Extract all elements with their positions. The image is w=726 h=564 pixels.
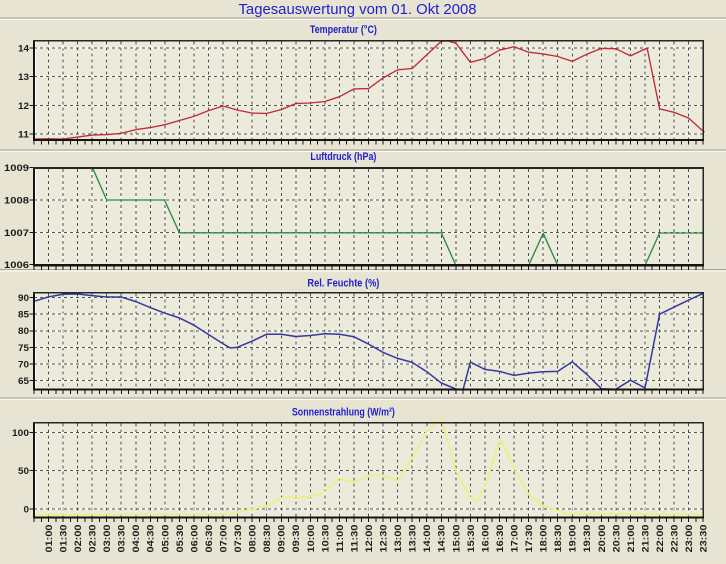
- svg-text:100: 100: [12, 428, 29, 439]
- svg-text:12:30: 12:30: [379, 525, 390, 553]
- svg-text:10:30: 10:30: [320, 525, 331, 553]
- svg-text:Tagesauswertung vom 01. Okt 20: Tagesauswertung vom 01. Okt 2008: [239, 1, 477, 18]
- svg-text:15:00: 15:00: [451, 525, 462, 553]
- svg-text:1007: 1007: [4, 228, 29, 239]
- svg-text:16:00: 16:00: [480, 525, 491, 553]
- svg-text:19:30: 19:30: [582, 525, 593, 553]
- svg-text:1009: 1009: [4, 163, 29, 174]
- svg-text:03:30: 03:30: [117, 525, 128, 553]
- svg-text:20:30: 20:30: [611, 525, 622, 553]
- svg-text:05:00: 05:00: [160, 525, 171, 553]
- svg-text:04:30: 04:30: [146, 525, 157, 553]
- svg-text:13:00: 13:00: [393, 525, 404, 553]
- svg-text:22:30: 22:30: [670, 525, 681, 553]
- svg-text:02:00: 02:00: [73, 525, 84, 553]
- svg-text:14:00: 14:00: [422, 525, 433, 553]
- svg-text:13: 13: [18, 72, 29, 83]
- svg-text:70: 70: [18, 360, 29, 371]
- svg-text:85: 85: [18, 310, 30, 321]
- svg-text:09:00: 09:00: [277, 525, 288, 553]
- svg-text:08:00: 08:00: [248, 525, 259, 553]
- svg-text:Temperatur (°C): Temperatur (°C): [310, 24, 377, 36]
- svg-text:06:00: 06:00: [189, 525, 200, 553]
- svg-text:15:30: 15:30: [466, 525, 477, 553]
- svg-text:14: 14: [18, 43, 30, 54]
- svg-text:1006: 1006: [4, 260, 29, 271]
- svg-text:21:00: 21:00: [626, 525, 637, 553]
- svg-text:10:00: 10:00: [306, 525, 317, 553]
- svg-text:22:00: 22:00: [655, 525, 666, 553]
- svg-text:80: 80: [18, 326, 29, 337]
- svg-text:23:30: 23:30: [699, 525, 710, 553]
- svg-text:07:00: 07:00: [219, 525, 230, 553]
- svg-text:18:00: 18:00: [539, 525, 550, 553]
- svg-text:14:30: 14:30: [437, 525, 448, 553]
- svg-text:19:00: 19:00: [568, 525, 579, 553]
- svg-text:07:30: 07:30: [233, 525, 244, 553]
- svg-text:02:30: 02:30: [88, 525, 99, 553]
- svg-text:04:00: 04:00: [131, 525, 142, 553]
- svg-text:11:00: 11:00: [335, 525, 346, 553]
- svg-text:11: 11: [18, 130, 30, 141]
- svg-text:16:30: 16:30: [495, 525, 506, 553]
- svg-text:75: 75: [18, 343, 30, 354]
- svg-text:20:00: 20:00: [597, 525, 608, 553]
- svg-text:11:30: 11:30: [349, 525, 360, 553]
- svg-text:90: 90: [18, 293, 29, 304]
- svg-text:17:00: 17:00: [510, 525, 521, 553]
- svg-text:Luftdruck (hPa): Luftdruck (hPa): [310, 151, 376, 163]
- svg-text:1008: 1008: [4, 195, 29, 206]
- svg-text:05:30: 05:30: [175, 525, 186, 553]
- svg-text:Rel. Feuchte (%): Rel. Feuchte (%): [307, 277, 379, 289]
- svg-text:09:30: 09:30: [291, 525, 302, 553]
- svg-text:0: 0: [24, 504, 30, 515]
- svg-text:21:30: 21:30: [640, 525, 651, 553]
- svg-text:50: 50: [18, 466, 29, 477]
- svg-text:65: 65: [18, 376, 30, 387]
- svg-text:13:30: 13:30: [408, 525, 419, 553]
- svg-text:Sonnenstrahlung (W/m²): Sonnenstrahlung (W/m²): [292, 406, 395, 418]
- svg-text:03:00: 03:00: [102, 525, 113, 553]
- svg-text:18:30: 18:30: [553, 525, 564, 553]
- svg-text:01:30: 01:30: [58, 525, 69, 553]
- svg-text:17:30: 17:30: [524, 525, 535, 553]
- svg-text:23:00: 23:00: [684, 525, 695, 553]
- svg-text:01:00: 01:00: [44, 525, 55, 553]
- svg-text:06:30: 06:30: [204, 525, 215, 553]
- svg-text:12: 12: [18, 101, 29, 112]
- svg-text:08:30: 08:30: [262, 525, 273, 553]
- svg-text:12:00: 12:00: [364, 525, 375, 553]
